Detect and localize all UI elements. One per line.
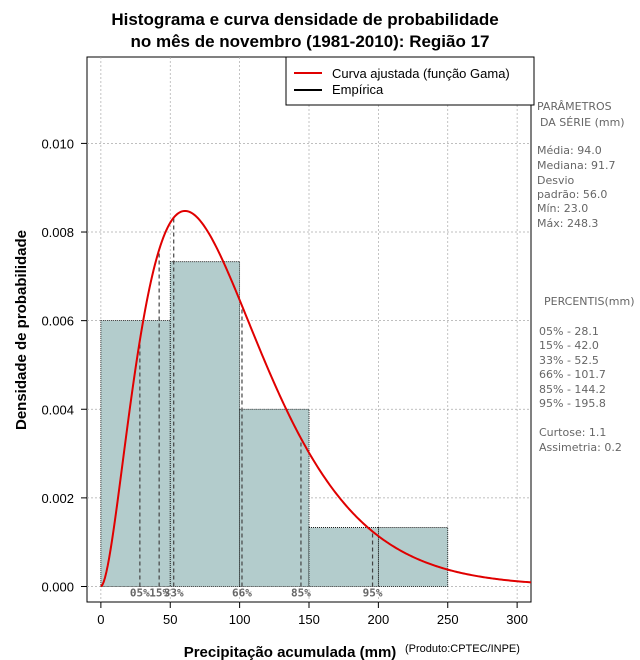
percentil-05: 05% - 28.1 bbox=[539, 325, 599, 338]
percentile-label-66%: 66% bbox=[232, 586, 252, 599]
percentil-15: 15% - 42.0 bbox=[539, 339, 599, 352]
percentis-title: PERCENTIS(mm) bbox=[544, 295, 635, 308]
curtose: Curtose: 1.1 bbox=[539, 426, 606, 439]
x-tick-label-0: 0 bbox=[97, 612, 104, 627]
y-tick-label-2: 0.004 bbox=[41, 402, 74, 417]
legend-box bbox=[285, 56, 535, 106]
percentil-85: 85% - 144.2 bbox=[539, 383, 606, 396]
param-max: Máx: 248.3 bbox=[537, 217, 598, 230]
x-tick-label-200: 200 bbox=[368, 612, 390, 627]
legend-label-empirica: Empírica bbox=[332, 82, 384, 97]
histogram-bar-3 bbox=[239, 408, 310, 587]
x-tick-label-50: 50 bbox=[163, 612, 177, 627]
chart-title-line1: Histograma e curva densidade de probabil… bbox=[111, 10, 498, 29]
x-tick-label-300: 300 bbox=[506, 612, 528, 627]
x-axis-label: Precipitação acumulada (mm) bbox=[184, 644, 397, 660]
percentil-33: 33% - 52.5 bbox=[539, 354, 599, 367]
y-tick-label-5: 0.010 bbox=[41, 136, 74, 151]
x-axis-ticks: 0 50 100 150 200 250 300 bbox=[97, 602, 528, 627]
percentile-label-95%: 95% bbox=[363, 586, 383, 599]
y-tick-label-4: 0.008 bbox=[41, 225, 74, 240]
param-mediana: Mediana: 91.7 bbox=[537, 159, 615, 172]
params-title-2: DA SÉRIE (mm) bbox=[540, 116, 625, 129]
percentile-label-33%: 33% bbox=[164, 586, 184, 599]
x-tick-label-250: 250 bbox=[437, 612, 459, 627]
percentiles-panel: PERCENTIS(mm) 05% - 28.1 15% - 42.0 33% … bbox=[539, 295, 635, 454]
legend-label-curve: Curva ajustada (função Gama) bbox=[332, 66, 510, 81]
gamma-curve-group bbox=[100, 209, 532, 588]
param-media: Média: 94.0 bbox=[537, 144, 602, 157]
assimetria: Assimetria: 0.2 bbox=[539, 441, 622, 454]
percentile-label-05%: 05% bbox=[130, 586, 150, 599]
percentile-lines: 05% 15%33% 66% 85% 95% bbox=[130, 217, 383, 599]
params-title-1: PARÂMETROS bbox=[537, 100, 612, 113]
x-tick-label-100: 100 bbox=[229, 612, 251, 627]
y-tick-label-0: 0.000 bbox=[41, 579, 74, 594]
x-tick-label-150: 150 bbox=[298, 612, 320, 627]
param-desvio-2: padrão: 56.0 bbox=[537, 188, 607, 201]
percentil-66: 66% - 101.7 bbox=[539, 368, 606, 381]
histogram-bars bbox=[100, 261, 449, 587]
param-desvio-1: Desvio bbox=[537, 174, 575, 187]
y-tick-label-3: 0.006 bbox=[41, 314, 74, 329]
percentile-label-15%: 15% bbox=[149, 586, 169, 599]
legend: Curva ajustada (função Gama) Empírica bbox=[285, 56, 535, 106]
product-credit: (Produto:CPTEC/INPE) bbox=[405, 643, 520, 655]
y-axis-ticks: 0.000 0.002 0.004 0.006 0.008 0.010 bbox=[41, 136, 87, 594]
percentil-95: 95% - 195.8 bbox=[539, 397, 606, 410]
param-min: Mín: 23.0 bbox=[537, 202, 588, 215]
histogram-bar-4 bbox=[308, 527, 379, 587]
histogram-bar-2 bbox=[169, 261, 241, 587]
series-parameters-panel: PARÂMETROS DA SÉRIE (mm) Média: 94.0 Med… bbox=[537, 100, 625, 230]
y-axis-label: Densidade de probabilidade bbox=[13, 230, 30, 430]
chart-title-line2: no mês de novembro (1981-2010): Região 1… bbox=[130, 32, 489, 51]
y-tick-label-1: 0.002 bbox=[41, 491, 74, 506]
percentile-label-85%: 85% bbox=[291, 586, 311, 599]
gamma-curve bbox=[100, 209, 532, 588]
